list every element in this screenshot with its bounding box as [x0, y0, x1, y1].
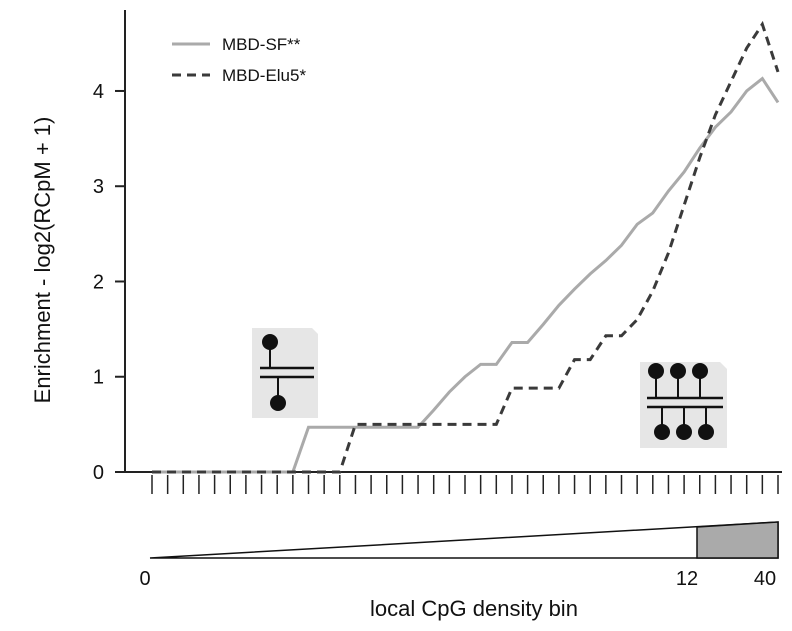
y-tick-label: 4: [93, 81, 104, 103]
legend-label: MBD-SF**: [222, 35, 301, 54]
y-tick-label: 0: [93, 462, 104, 484]
series-line: [152, 76, 780, 474]
y-axis-label: Enrichment - log2(RCpM + 1): [30, 117, 55, 404]
density-label: 40: [754, 568, 776, 590]
density-highlight: [696, 521, 779, 559]
single-cpg-icon: [252, 328, 318, 418]
y-tick-label: 3: [93, 176, 104, 198]
y-tick-label: 1: [93, 367, 104, 389]
multi-cpg-icon: [640, 362, 727, 448]
y-tick-label: 2: [93, 271, 104, 293]
density-wedge: [149, 521, 779, 559]
x-axis-label: local CpG density bin: [370, 596, 578, 621]
legend-label: MBD-Elu5*: [222, 66, 306, 85]
density-label: 12: [676, 568, 698, 590]
series-line: [152, 20, 780, 474]
density-label: 0: [139, 568, 150, 590]
